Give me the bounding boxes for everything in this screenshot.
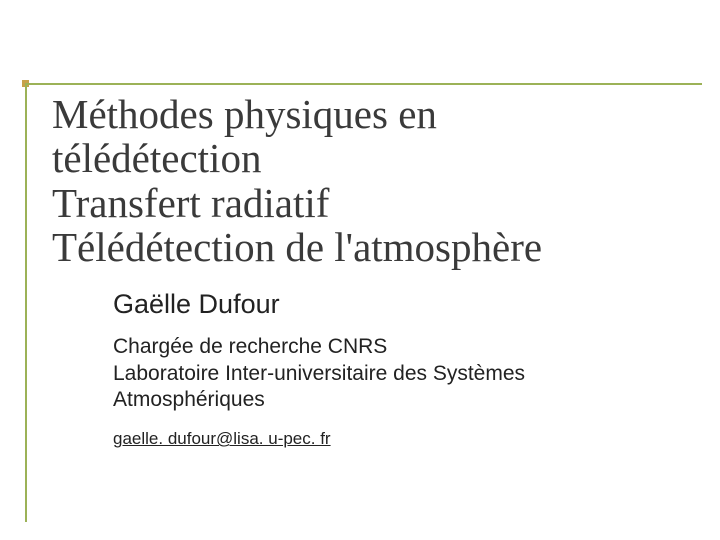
affil-line: Atmosphériques bbox=[113, 387, 660, 413]
title-line: Télédétection de l'atmosphère bbox=[52, 225, 690, 269]
horizontal-rule bbox=[25, 83, 702, 85]
affil-line: Chargée de recherche CNRS bbox=[113, 334, 660, 360]
title-line: Méthodes physiques en bbox=[52, 92, 690, 136]
affiliation: Chargée de recherche CNRS Laboratoire In… bbox=[113, 334, 660, 413]
title-block: Méthodes physiques en télédétection Tran… bbox=[52, 92, 690, 269]
author-name: Gaëlle Dufour bbox=[113, 288, 660, 320]
body-block: Gaëlle Dufour Chargée de recherche CNRS … bbox=[113, 288, 660, 449]
affil-line: Laboratoire Inter-universitaire des Syst… bbox=[113, 361, 660, 387]
slide: Méthodes physiques en télédétection Tran… bbox=[0, 0, 720, 540]
title-line: Transfert radiatif bbox=[52, 181, 690, 225]
vertical-rule bbox=[25, 83, 27, 522]
title-line: télédétection bbox=[52, 136, 690, 180]
email-link[interactable]: gaelle. dufour@lisa. u-pec. fr bbox=[113, 429, 660, 449]
